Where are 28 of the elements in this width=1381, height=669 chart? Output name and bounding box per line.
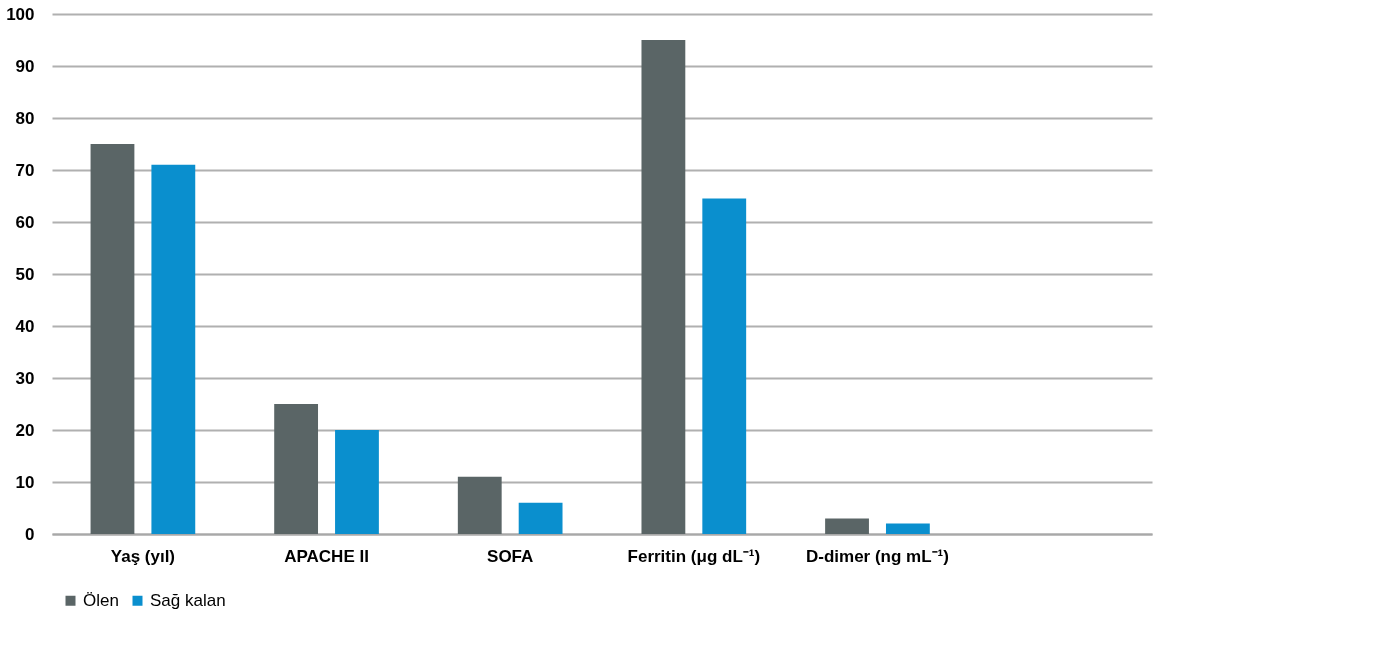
y-tick-label: 30	[15, 368, 35, 388]
x-tick-label: D-dimer (ng mL⁻¹)	[805, 546, 949, 566]
y-tick-label: 0	[25, 524, 35, 544]
bar	[518, 502, 563, 534]
y-tick-label: 80	[15, 108, 35, 128]
y-tick-label: 70	[15, 160, 35, 180]
y-tick-label: 90	[15, 56, 35, 76]
x-tick-label: Ferritin (μg dL⁻¹)	[627, 546, 761, 566]
x-tick-label: SOFA	[487, 546, 534, 566]
bar	[90, 144, 135, 534]
bar	[641, 40, 686, 534]
legend-label: Sağ kalan	[150, 590, 226, 610]
bar	[335, 430, 379, 534]
y-tick-label: 50	[15, 264, 35, 284]
y-tick-label: 100	[6, 4, 35, 24]
bar	[274, 404, 319, 534]
x-tick-label: Yaş (yıl)	[110, 546, 176, 566]
bar	[151, 164, 196, 534]
y-tick-label: 60	[15, 212, 35, 232]
y-tick-label: 20	[15, 420, 35, 440]
bar	[825, 518, 869, 534]
y-tick-label: 40	[15, 316, 35, 336]
legend-label: Ölen	[83, 590, 119, 610]
bar	[457, 476, 502, 534]
y-tick-label: 10	[15, 472, 35, 492]
bar	[885, 523, 930, 534]
bar	[702, 198, 747, 534]
x-tick-label: APACHE II	[284, 546, 369, 566]
